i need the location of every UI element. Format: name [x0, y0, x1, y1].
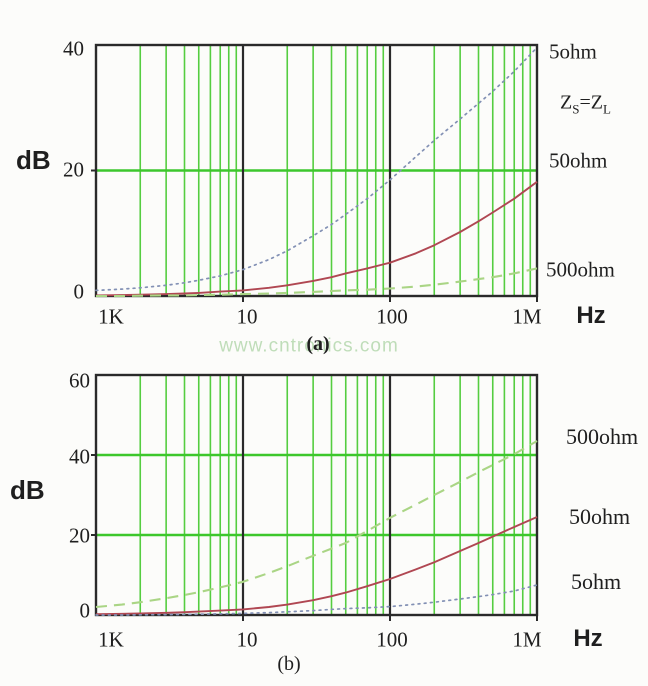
plot-a-xtick-10: 10	[236, 304, 258, 329]
axis-tick-marks	[91, 169, 538, 302]
curve-50ohm-b	[95, 516, 538, 616]
plot-b-canvas	[91, 373, 539, 621]
plot-b-series-label-500ohm: 500ohm	[566, 424, 639, 449]
plot-b-ytick-60: 60	[69, 368, 90, 393]
plot-a-ytick-0: 0	[73, 279, 85, 304]
watermark: www.cntronics.com	[219, 335, 399, 357]
plot-a-ytick-40: 40	[63, 36, 84, 61]
curve-500ohm-b	[95, 440, 538, 609]
grid-major-horizontal-lines	[96, 453, 537, 537]
plot-b-db-axis-label: dB	[10, 475, 45, 505]
caption-a: (a)	[306, 333, 330, 355]
plot-a-xtick-100: 100	[376, 304, 408, 329]
plot-a-canvas	[91, 43, 539, 302]
plot-b-series-label-5ohm: 5ohm	[571, 569, 622, 594]
curve-500ohm-a	[96, 267, 538, 298]
plot-border	[94, 373, 539, 617]
plot-b-ytick-40: 40	[69, 444, 90, 469]
curve-5ohm-a	[95, 46, 538, 292]
curve-50ohm-a	[95, 181, 538, 297]
plot-b-xtick-1m: 1M	[512, 627, 542, 652]
plot-a-series-label-5ohm: 5ohm	[549, 39, 597, 64]
plot-a-hz-axis-label: Hz	[576, 302, 606, 329]
plot-a-impedance-annotation: ZS=ZL	[560, 91, 611, 117]
axis-tick-marks	[91, 454, 538, 621]
plot-a-series-label-50ohm: 50ohm	[549, 148, 608, 173]
plot-b-ytick-20: 20	[69, 523, 90, 548]
plot-b-series-label-50ohm: 50ohm	[569, 504, 631, 529]
curve-5ohm-b	[95, 584, 538, 616]
decade-separator-lines	[241, 375, 392, 615]
grid-minor-vertical-lines	[139, 375, 532, 615]
decade-separator-lines	[241, 45, 392, 296]
plot-a-db-axis-label: dB	[16, 145, 51, 175]
plot-b-xtick-10: 10	[236, 627, 258, 652]
plot-a-xtick-1m: 1M	[512, 304, 542, 329]
plot-b-ytick-0: 0	[79, 598, 91, 623]
caption-b: (b)	[277, 653, 301, 675]
plot-b-xtick-100: 100	[376, 627, 408, 652]
plot-a-xtick-1k: 1K	[98, 304, 124, 329]
plot-b-xtick-1k: 1K	[98, 627, 124, 652]
plot-b-hz-axis-label: Hz	[573, 625, 603, 652]
plot-a-series-label-500ohm: 500ohm	[546, 257, 615, 282]
plot-a-ytick-20: 20	[63, 157, 84, 182]
